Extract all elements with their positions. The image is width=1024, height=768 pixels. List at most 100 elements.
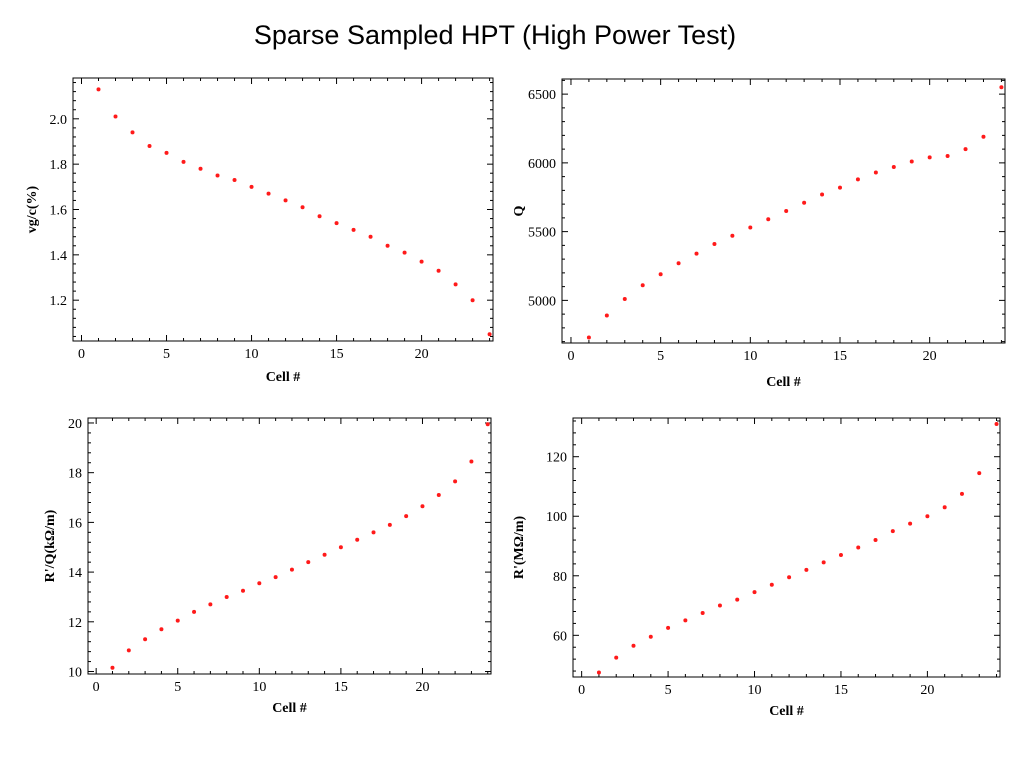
x-tick-label: 5 bbox=[163, 347, 170, 362]
x-tick-label: 5 bbox=[665, 683, 672, 698]
data-point bbox=[891, 165, 896, 169]
data-point bbox=[487, 332, 492, 337]
data-point bbox=[257, 581, 262, 586]
data-point bbox=[735, 597, 740, 602]
data-point bbox=[469, 459, 474, 464]
data-point bbox=[322, 552, 327, 557]
data-point bbox=[334, 221, 339, 226]
data-point bbox=[977, 471, 982, 476]
data-point bbox=[631, 643, 636, 648]
y-tick-label: 1.2 bbox=[50, 294, 68, 309]
x-tick-label: 0 bbox=[578, 683, 585, 698]
data-point bbox=[96, 87, 101, 92]
data-point bbox=[300, 205, 305, 210]
data-point bbox=[420, 504, 425, 509]
y-tick-label: 18 bbox=[68, 467, 82, 482]
data-point bbox=[717, 603, 722, 608]
data-point bbox=[175, 618, 180, 623]
data-point bbox=[338, 545, 343, 550]
chart-vg: 0 5 10 15 20 1.2 1.4 1.6 1.8 2.0 Cell # vg/c(%) bbox=[25, 77, 494, 385]
data-point bbox=[640, 283, 645, 288]
y-axis-title: R'/Q(kΩ/m) bbox=[43, 509, 58, 582]
data-point bbox=[453, 282, 458, 287]
x-axis-title: Cell # bbox=[266, 370, 301, 385]
data-point bbox=[273, 575, 278, 580]
data-point bbox=[198, 166, 203, 171]
data-point bbox=[658, 272, 663, 277]
y-tick-label: 1.8 bbox=[50, 158, 68, 173]
x-tick-label: 0 bbox=[93, 680, 100, 695]
data-point bbox=[802, 200, 807, 205]
y-tick-label: 2.0 bbox=[50, 113, 68, 128]
data-point bbox=[804, 567, 809, 572]
x-tick-label: 20 bbox=[415, 347, 429, 362]
data-point bbox=[837, 185, 842, 190]
data-point bbox=[838, 552, 843, 557]
x-tick-label: 15 bbox=[330, 347, 344, 362]
data-point bbox=[470, 298, 475, 303]
y-axis-title: vg/c(%) bbox=[25, 185, 40, 233]
data-point bbox=[752, 590, 757, 595]
plot-frame bbox=[572, 417, 1001, 678]
data-point bbox=[821, 560, 826, 565]
data-point bbox=[283, 198, 288, 203]
data-point bbox=[317, 214, 322, 219]
data-point bbox=[147, 144, 152, 149]
data-point bbox=[436, 493, 441, 498]
data-point bbox=[873, 170, 878, 175]
x-tick-label: 5 bbox=[174, 680, 181, 695]
data-point bbox=[700, 610, 705, 615]
data-point bbox=[820, 192, 825, 197]
data-point bbox=[909, 159, 914, 164]
y-tick-label: 1.6 bbox=[50, 204, 68, 219]
data-point bbox=[994, 421, 999, 426]
data-point bbox=[614, 655, 619, 660]
data-point bbox=[945, 154, 950, 158]
data-point bbox=[404, 514, 409, 519]
data-point bbox=[787, 575, 792, 580]
data-point bbox=[683, 618, 688, 623]
y-tick-label: 20 bbox=[68, 417, 82, 432]
y-tick-label: 10 bbox=[68, 666, 82, 681]
data-point bbox=[110, 665, 115, 670]
y-tick-label: 5500 bbox=[528, 226, 556, 241]
data-point bbox=[387, 522, 392, 527]
data-point bbox=[126, 648, 131, 653]
y-tick-label: 5000 bbox=[528, 294, 556, 309]
data-point bbox=[604, 313, 609, 318]
plot-frame bbox=[561, 78, 1006, 344]
x-tick-label: 10 bbox=[252, 680, 266, 695]
data-point bbox=[959, 491, 964, 496]
data-point bbox=[963, 147, 968, 152]
data-point bbox=[586, 335, 591, 340]
plot-frame bbox=[87, 417, 492, 675]
chart-r-over-q: 0 5 10 15 20 10 12 14 16 18 20 Cell # R'/Q(kΩ/m) bbox=[43, 417, 492, 716]
data-point bbox=[436, 268, 441, 273]
data-point bbox=[694, 251, 699, 256]
y-tick-label: 120 bbox=[546, 451, 567, 466]
data-point bbox=[371, 530, 376, 535]
data-point bbox=[208, 602, 213, 607]
y-tick-label: 60 bbox=[553, 629, 567, 644]
data-point bbox=[927, 155, 932, 160]
y-tick-label: 6000 bbox=[528, 157, 556, 172]
data-point bbox=[351, 227, 356, 232]
y-tick-label: 16 bbox=[68, 516, 82, 531]
x-tick-label: 20 bbox=[920, 683, 934, 698]
y-tick-label: 1.4 bbox=[50, 249, 68, 264]
data-point bbox=[159, 627, 164, 632]
data-point bbox=[402, 250, 407, 255]
y-tick-label: 80 bbox=[553, 570, 567, 585]
x-tick-label: 10 bbox=[245, 347, 259, 362]
data-point bbox=[622, 297, 627, 301]
data-point bbox=[596, 670, 601, 675]
data-point bbox=[306, 560, 311, 565]
data-point bbox=[241, 588, 245, 593]
data-point bbox=[748, 225, 753, 230]
y-axis-title: Q bbox=[512, 205, 527, 216]
y-tick-label: 100 bbox=[546, 510, 567, 525]
data-point bbox=[419, 259, 424, 264]
data-point bbox=[224, 594, 229, 599]
data-point bbox=[999, 85, 1004, 90]
data-point bbox=[453, 479, 458, 484]
